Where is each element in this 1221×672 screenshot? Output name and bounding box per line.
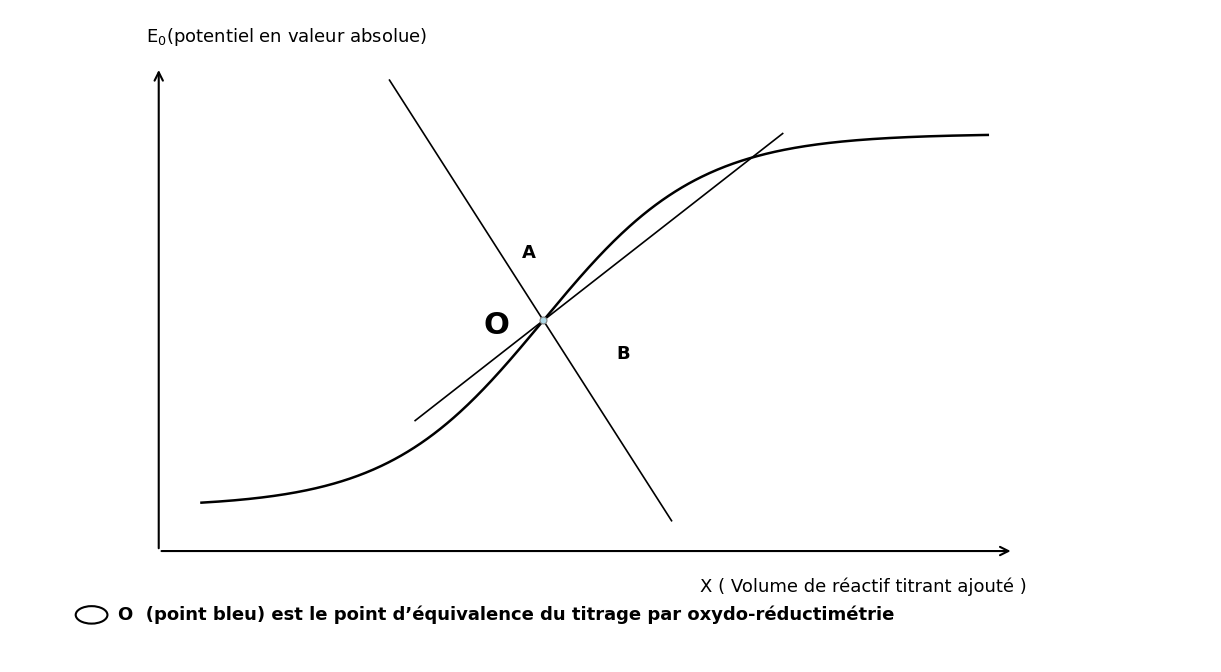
Text: O  (point bleu) est le point d’équivalence du titrage par oxydo-réductimétrie: O (point bleu) est le point d’équivalenc… bbox=[118, 605, 895, 624]
Text: X ( Volume de réactif titrant ajouté ): X ( Volume de réactif titrant ajouté ) bbox=[700, 578, 1027, 596]
Text: A: A bbox=[523, 243, 536, 261]
Text: B: B bbox=[617, 345, 630, 363]
Text: O: O bbox=[484, 310, 509, 340]
Text: E$_0$(potentiel en valeur absolue): E$_0$(potentiel en valeur absolue) bbox=[147, 26, 427, 48]
